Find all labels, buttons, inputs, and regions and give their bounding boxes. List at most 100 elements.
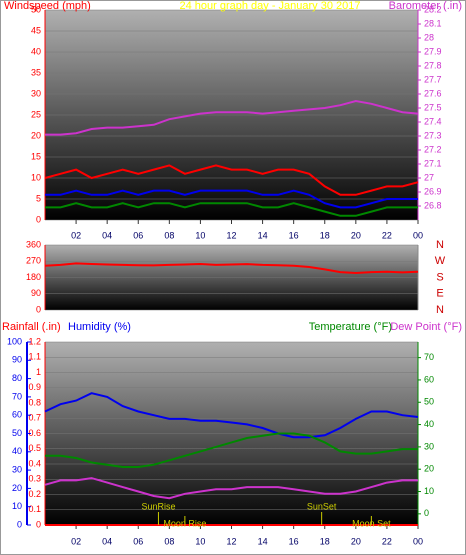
event-label: Moon Rise <box>163 518 206 528</box>
y-tick-label: 270 <box>26 256 41 266</box>
series-line <box>44 477 418 500</box>
y3-tick-label: 0 <box>17 519 22 529</box>
y3-tick-label: 10 <box>12 501 22 511</box>
y2-tick-label: 26.9 <box>424 186 442 196</box>
x-tick-label: 08 <box>164 230 174 240</box>
y2-tick-label: 50 <box>424 397 434 407</box>
x-tick-label: 02 <box>71 536 81 546</box>
y2-tick-label: 27.1 <box>424 158 442 168</box>
y-tick-label: 30 <box>31 88 41 98</box>
y-tick-label: 0.8 <box>28 397 41 407</box>
y-tick-label: 20 <box>31 130 41 140</box>
y-tick-label: 0.7 <box>28 413 41 423</box>
x-tick-label: 22 <box>382 230 392 240</box>
y-tick-label: 45 <box>31 25 41 35</box>
y2-tick-label: 26.8 <box>424 200 442 210</box>
y-axis-title: Windspeed (mph) <box>4 0 91 12</box>
compass-label: N <box>436 239 444 251</box>
y-tick-label: 1.1 <box>28 352 41 362</box>
event-label: SunRise <box>141 501 175 511</box>
x-tick-label: 10 <box>195 230 205 240</box>
x-tick-label: 14 <box>258 230 268 240</box>
y-tick-label: 1 <box>36 367 41 377</box>
x-tick-label: 12 <box>226 536 236 546</box>
series-line <box>45 99 419 136</box>
y3-tick-label: 40 <box>12 446 22 456</box>
y-tick-label: 0.9 <box>28 382 41 392</box>
compass-label: W <box>435 255 446 267</box>
y2-tick-label: 27.3 <box>424 130 442 140</box>
y-axis-title: Rainfall (.in) <box>2 321 61 333</box>
y3-tick-label: 100 <box>7 336 22 346</box>
x-tick-label: 22 <box>382 536 392 546</box>
y-tick-label: 0.5 <box>28 443 41 453</box>
y-tick-label: 0 <box>36 304 41 314</box>
y-tick-label: 35 <box>31 67 41 77</box>
x-tick-label: 16 <box>289 230 299 240</box>
y-tick-label: 15 <box>31 151 41 161</box>
y-tick-label: 50 <box>31 4 41 14</box>
y2-tick-label: 27.7 <box>424 74 442 84</box>
y-tick-label: 5 <box>36 193 41 203</box>
y2-tick-label: 27.8 <box>424 60 442 70</box>
y3-tick-label: 20 <box>12 483 22 493</box>
y2-tick-label: 30 <box>424 441 434 451</box>
x-tick-label: 02 <box>71 230 81 240</box>
y-tick-label: 1.2 <box>28 336 41 346</box>
y4-axis-title: Dew Point (°F) <box>390 321 462 333</box>
series-line <box>44 262 419 275</box>
y2-tick-label: 27.2 <box>424 144 442 154</box>
event-label: Moon Set <box>352 518 391 528</box>
y-tick-label: 25 <box>31 109 41 119</box>
y2-tick-label: 70 <box>424 352 434 362</box>
series-line <box>45 189 418 209</box>
x-tick-label: 06 <box>133 536 143 546</box>
series-line <box>44 164 419 196</box>
y2-tick-label: 28.2 <box>424 4 442 14</box>
x-tick-label: 04 <box>102 230 112 240</box>
y3-axis-title: Humidity (%) <box>68 321 131 333</box>
y-tick-label: 360 <box>26 239 41 249</box>
x-tick-label: 08 <box>164 536 174 546</box>
y2-tick-label: 27.6 <box>424 88 442 98</box>
y2-tick-label: 10 <box>424 486 434 496</box>
y2-tick-label: 27 <box>424 172 434 182</box>
series-line <box>44 392 419 439</box>
y-tick-label: 0.1 <box>28 504 41 514</box>
y2-tick-label: 28 <box>424 32 434 42</box>
y-tick-label: 180 <box>26 272 41 282</box>
y2-tick-label: 20 <box>424 464 434 474</box>
x-tick-label: 20 <box>351 230 361 240</box>
y2-axis-title: Barometer (.in) <box>389 0 462 12</box>
y3-tick-label: 70 <box>12 391 22 401</box>
y2-tick-label: 27.4 <box>424 116 442 126</box>
series-line <box>45 432 418 468</box>
compass-label: S <box>436 271 443 283</box>
y2-tick-label: 28.1 <box>424 18 442 28</box>
y2-axis-title: Temperature (°F) <box>309 321 392 333</box>
y-tick-label: 90 <box>31 288 41 298</box>
series-line <box>45 202 418 217</box>
y3-tick-label: 60 <box>12 410 22 420</box>
x-tick-label: 00 <box>413 230 423 240</box>
x-tick-label: 04 <box>102 536 112 546</box>
chart-title: 24 hour graph day - January 30 2017 <box>179 0 360 12</box>
y3-tick-label: 80 <box>12 373 22 383</box>
x-tick-label: 18 <box>320 230 330 240</box>
y3-tick-label: 30 <box>12 464 22 474</box>
x-tick-label: 16 <box>289 536 299 546</box>
y-tick-label: 0 <box>36 519 41 529</box>
event-label: SunSet <box>307 501 337 511</box>
x-tick-label: 14 <box>258 536 268 546</box>
y2-tick-label: 0 <box>424 508 429 518</box>
y-tick-label: 0.3 <box>28 474 41 484</box>
y2-tick-label: 40 <box>424 419 434 429</box>
x-tick-label: 12 <box>226 230 236 240</box>
y2-tick-label: 27.9 <box>424 46 442 56</box>
y2-tick-label: 60 <box>424 374 434 384</box>
y-tick-label: 0 <box>36 214 41 224</box>
y2-tick-label: 27.5 <box>424 102 442 112</box>
y-tick-label: 0.4 <box>28 458 41 468</box>
y-tick-label: 40 <box>31 46 41 56</box>
y3-tick-label: 90 <box>12 355 22 365</box>
